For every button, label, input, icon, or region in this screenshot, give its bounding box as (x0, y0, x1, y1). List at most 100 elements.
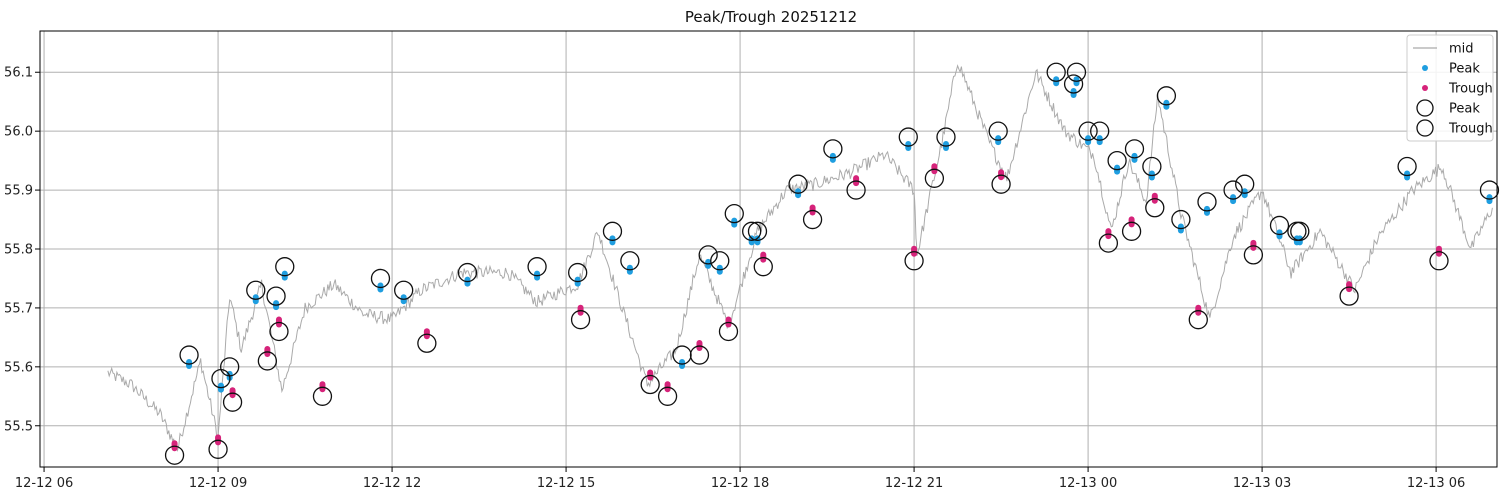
trough-circle (1145, 198, 1165, 218)
legend-circle-marker (1416, 99, 1434, 117)
trough-circle (689, 345, 710, 365)
y-axis: 55.5 55.6 55.7 55.8 55.9 56.0 56.1 (4, 66, 40, 434)
peak-circle (457, 262, 478, 283)
trough-circle (904, 251, 924, 271)
peak-circle (1223, 180, 1243, 200)
trough-circle (640, 374, 660, 395)
trough-circle (802, 209, 823, 230)
trough-circle (1339, 286, 1359, 306)
peak-circle (1078, 121, 1098, 141)
peak-circle (1090, 121, 1110, 141)
trough-circle (1429, 251, 1449, 271)
peak-circle (620, 251, 640, 271)
peak-circle (220, 357, 240, 377)
legend-peak-dot (1422, 65, 1428, 71)
trough-circle (257, 351, 278, 371)
peak-circle (936, 127, 956, 147)
legend: mid Peak Trough Peak Trough (1406, 34, 1494, 142)
grid (40, 31, 1497, 467)
peak-circle (1124, 139, 1145, 159)
trough-circle (924, 168, 945, 188)
peak-circle (246, 280, 266, 300)
x-tick-label: 12-13 03 (1233, 476, 1291, 491)
legend-label: Trough (1448, 122, 1493, 137)
trough-circle (1188, 310, 1208, 330)
x-tick-label: 12-12 18 (711, 476, 769, 491)
peak-circle (898, 127, 918, 147)
y-tick-label: 55.6 (4, 360, 33, 375)
chart-title: Peak/Trough 20251212 (685, 8, 857, 26)
peak-circle (179, 345, 199, 365)
trough-circle (222, 392, 243, 412)
peak-circle (1290, 221, 1310, 241)
peak-circle (1171, 209, 1191, 230)
peak-circle (1479, 180, 1500, 200)
legend-circle-marker (1416, 119, 1434, 137)
x-tick-label: 12-12 15 (537, 476, 595, 491)
peak-circle (602, 221, 623, 241)
peak-circle (788, 174, 808, 194)
peak-circle (1156, 86, 1177, 106)
legend-label: Trough (1448, 82, 1493, 97)
trough-circle (753, 257, 773, 277)
y-tick-label: 56.1 (4, 66, 33, 81)
x-axis: 12-12 06 12-12 09 12-12 12 12-12 15 12-12 18… (15, 467, 1465, 491)
peak-circle (747, 221, 768, 241)
x-tick-label: 12-12 12 (363, 476, 421, 491)
x-tick-label: 12-12 09 (189, 476, 247, 491)
peak-circle (1269, 215, 1290, 236)
trough-circle (312, 386, 333, 406)
peak-circle (1197, 192, 1217, 212)
y-tick-label: 55.9 (4, 184, 33, 199)
peak-series (186, 76, 1493, 393)
peak-circle (1235, 174, 1255, 194)
trough-circle (417, 333, 437, 353)
peak-circle (1397, 156, 1417, 177)
peak-circle (1063, 74, 1084, 94)
x-tick-label: 12-12 06 (15, 476, 73, 491)
peak-circle (568, 262, 588, 283)
peak-circle (1046, 62, 1066, 82)
x-tick-label: 12-12 21 (885, 476, 943, 491)
peak-circle (742, 221, 762, 241)
peak-circle (1066, 62, 1087, 82)
trough-circle (657, 386, 678, 406)
trough-circle (208, 439, 228, 459)
trough-circle (991, 174, 1011, 194)
x-tick-label: 12-13 06 (1407, 476, 1465, 491)
mid-series (107, 64, 1493, 452)
peak-circle (275, 257, 295, 277)
y-tick-label: 56.0 (4, 125, 33, 140)
circle-markers (164, 62, 1500, 465)
trough-circle (718, 321, 739, 342)
legend-label: Peak (1449, 102, 1480, 117)
trough-circle (1243, 245, 1264, 265)
y-tick-label: 55.8 (4, 243, 33, 258)
legend-trough-dot (1422, 85, 1428, 91)
peak-circle (710, 251, 730, 271)
y-tick-label: 55.5 (4, 419, 33, 434)
trough-circle (1098, 233, 1119, 253)
peak-circle (698, 245, 718, 265)
peak-circle (724, 203, 744, 224)
peak-circle (394, 280, 414, 300)
peak-circle (823, 139, 843, 159)
peak-circle (527, 257, 547, 277)
peak-circle (1107, 150, 1127, 171)
mid-line (107, 64, 1493, 452)
trough-circle (164, 445, 185, 465)
trough-circle (269, 321, 289, 342)
peak-circle (370, 268, 391, 289)
peak-circle (266, 286, 286, 306)
peak-circle (988, 121, 1008, 141)
trough-circle (1121, 221, 1142, 241)
trough-series (171, 163, 1442, 452)
trough-circle (570, 310, 591, 330)
legend-label: Peak (1449, 62, 1480, 77)
peak-circle (1142, 156, 1162, 177)
x-tick-label: 12-13 00 (1059, 476, 1117, 491)
trough-circle (846, 180, 866, 200)
y-tick-label: 55.7 (4, 301, 33, 316)
legend-label: mid (1449, 42, 1474, 57)
